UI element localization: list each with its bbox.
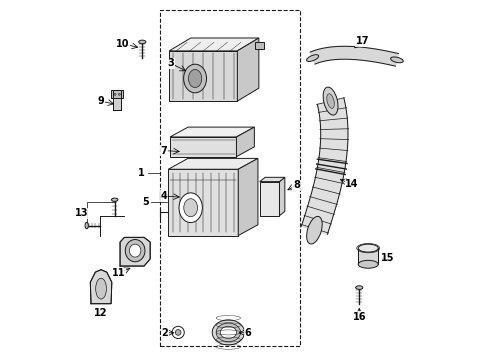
Ellipse shape [306, 216, 322, 244]
Text: 8: 8 [292, 180, 299, 190]
Polygon shape [255, 42, 264, 49]
Text: 5: 5 [142, 197, 148, 207]
Polygon shape [170, 127, 254, 137]
Text: 7: 7 [161, 145, 167, 156]
Text: 12: 12 [94, 308, 107, 318]
Polygon shape [113, 90, 121, 110]
Polygon shape [309, 46, 398, 66]
Ellipse shape [390, 57, 403, 63]
Polygon shape [90, 270, 112, 304]
Text: 6: 6 [244, 328, 251, 338]
Polygon shape [238, 158, 258, 235]
Polygon shape [170, 137, 236, 157]
Ellipse shape [357, 260, 378, 268]
Text: 16: 16 [352, 312, 365, 322]
Ellipse shape [139, 40, 145, 44]
Text: 15: 15 [381, 253, 394, 263]
Ellipse shape [179, 193, 202, 222]
Polygon shape [301, 98, 347, 234]
Ellipse shape [355, 286, 362, 289]
Polygon shape [111, 90, 122, 98]
Ellipse shape [212, 320, 244, 345]
Ellipse shape [323, 87, 337, 115]
Polygon shape [236, 127, 254, 157]
Circle shape [114, 93, 116, 95]
Text: 2: 2 [161, 328, 168, 338]
Ellipse shape [326, 94, 334, 108]
Text: 13: 13 [75, 208, 89, 219]
Polygon shape [168, 169, 238, 235]
Ellipse shape [85, 222, 88, 229]
Polygon shape [120, 237, 150, 266]
Ellipse shape [111, 198, 118, 201]
Polygon shape [169, 51, 237, 101]
Ellipse shape [125, 239, 144, 262]
Ellipse shape [129, 244, 141, 257]
Circle shape [172, 326, 184, 338]
Ellipse shape [306, 55, 318, 62]
Bar [160, 10, 300, 346]
Ellipse shape [183, 64, 206, 93]
Text: 11: 11 [111, 268, 125, 278]
Circle shape [175, 329, 181, 335]
Text: 1: 1 [138, 168, 144, 178]
Ellipse shape [183, 199, 197, 217]
Text: 14: 14 [345, 179, 358, 189]
Polygon shape [237, 38, 258, 101]
Ellipse shape [220, 326, 236, 338]
Ellipse shape [216, 323, 240, 342]
Polygon shape [168, 158, 258, 169]
Text: 17: 17 [355, 36, 369, 46]
Ellipse shape [96, 278, 106, 299]
Text: 9: 9 [98, 96, 104, 106]
Ellipse shape [357, 244, 378, 252]
Polygon shape [169, 38, 258, 51]
Polygon shape [259, 181, 279, 216]
Polygon shape [279, 177, 285, 216]
Polygon shape [357, 248, 378, 264]
Polygon shape [259, 177, 285, 181]
Text: 3: 3 [167, 58, 174, 68]
Circle shape [118, 93, 120, 95]
Text: 10: 10 [116, 39, 129, 49]
Ellipse shape [188, 69, 202, 87]
Text: 4: 4 [161, 191, 167, 201]
